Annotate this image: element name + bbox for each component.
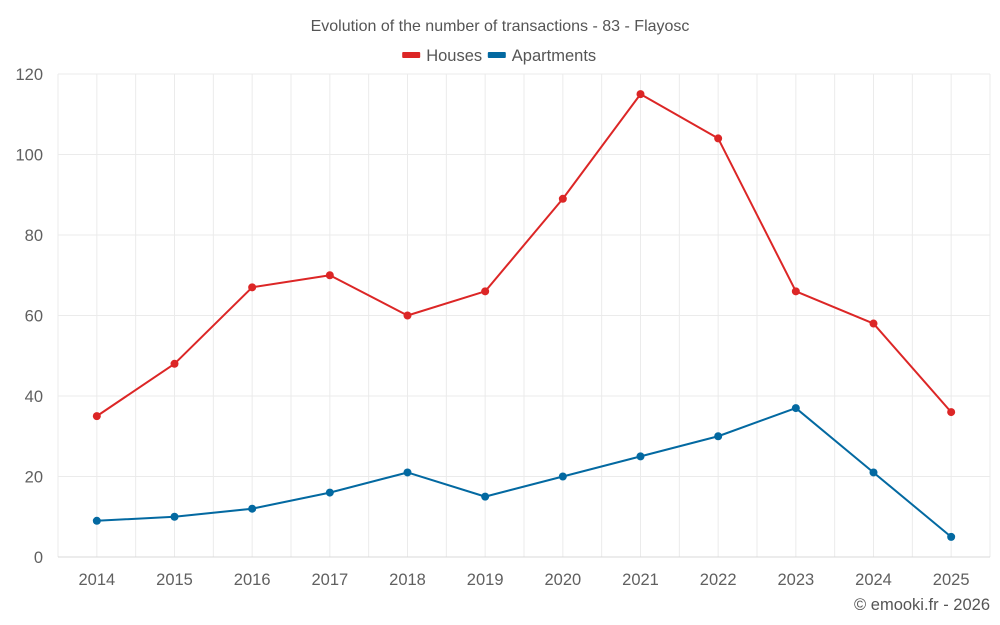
data-point[interactable] bbox=[92, 412, 101, 421]
data-point[interactable] bbox=[636, 90, 645, 99]
x-tick-label: 2025 bbox=[933, 571, 970, 589]
data-point[interactable] bbox=[248, 504, 257, 513]
x-axis-ticks: 2014 2015 2016 2017 2018 2019 2020 2021 2022 2023… bbox=[78, 571, 969, 589]
series-apartments bbox=[92, 404, 956, 541]
data-point[interactable] bbox=[92, 516, 101, 525]
data-point[interactable] bbox=[947, 408, 956, 417]
y-tick-label: 40 bbox=[25, 388, 43, 406]
data-point[interactable] bbox=[558, 472, 567, 481]
data-point[interactable] bbox=[714, 134, 723, 143]
legend-label: Apartments bbox=[512, 47, 596, 65]
data-point[interactable] bbox=[325, 271, 334, 280]
x-tick-label: 2016 bbox=[234, 571, 271, 589]
series-line-apartments bbox=[96, 407, 952, 538]
x-tick-label: 2015 bbox=[156, 571, 193, 589]
data-point[interactable] bbox=[248, 283, 257, 292]
legend-swatch bbox=[402, 52, 421, 58]
data-point[interactable] bbox=[558, 194, 567, 203]
x-tick-label: 2019 bbox=[467, 571, 504, 589]
x-tick-label: 2024 bbox=[855, 571, 892, 589]
legend-swatch bbox=[487, 52, 506, 58]
legend-item-apartments[interactable]: Apartments bbox=[487, 47, 596, 65]
data-point[interactable] bbox=[714, 432, 723, 441]
data-point[interactable] bbox=[325, 488, 334, 497]
x-tick-label: 2017 bbox=[311, 571, 348, 589]
data-point[interactable] bbox=[403, 311, 412, 320]
series-line-houses bbox=[96, 93, 952, 417]
legend: Houses Apartments bbox=[402, 47, 596, 65]
data-point[interactable] bbox=[791, 404, 800, 413]
legend-item-houses[interactable]: Houses bbox=[402, 47, 482, 65]
y-axis-ticks: 0 20 40 60 80 100 120 bbox=[15, 66, 43, 567]
data-point[interactable] bbox=[481, 492, 490, 501]
data-point[interactable] bbox=[636, 452, 645, 461]
data-point[interactable] bbox=[403, 468, 412, 477]
x-tick-label: 2018 bbox=[389, 571, 426, 589]
data-point[interactable] bbox=[869, 319, 878, 328]
y-tick-label: 100 bbox=[15, 147, 43, 165]
data-point[interactable] bbox=[791, 287, 800, 296]
y-tick-label: 60 bbox=[25, 308, 43, 326]
data-point[interactable] bbox=[481, 287, 490, 296]
data-point[interactable] bbox=[947, 532, 956, 541]
y-tick-label: 80 bbox=[25, 227, 43, 245]
series-group bbox=[92, 90, 956, 541]
credit-text: © emooki.fr - 2026 bbox=[854, 596, 990, 614]
x-tick-label: 2014 bbox=[78, 571, 115, 589]
y-tick-label: 0 bbox=[34, 549, 43, 567]
x-tick-label: 2020 bbox=[544, 571, 581, 589]
y-tick-label: 120 bbox=[15, 66, 43, 84]
x-tick-label: 2021 bbox=[622, 571, 659, 589]
x-gridlines bbox=[57, 74, 991, 557]
data-point[interactable] bbox=[170, 359, 179, 368]
data-point[interactable] bbox=[869, 468, 878, 477]
data-point[interactable] bbox=[170, 512, 179, 521]
legend-label: Houses bbox=[426, 47, 482, 65]
series-houses bbox=[92, 90, 956, 421]
x-tick-label: 2022 bbox=[700, 571, 737, 589]
x-tick-label: 2023 bbox=[777, 571, 814, 589]
y-tick-label: 20 bbox=[25, 469, 43, 487]
chart-title: Evolution of the number of transactions … bbox=[311, 18, 690, 35]
